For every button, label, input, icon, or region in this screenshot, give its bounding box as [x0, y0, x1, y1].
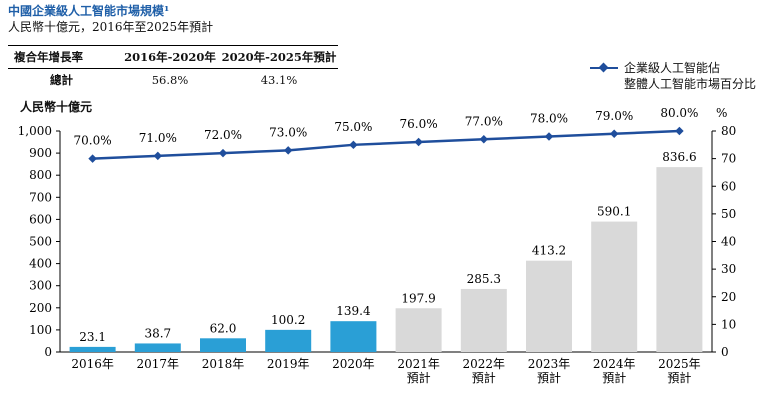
line-value-label: 72.0%: [204, 128, 242, 142]
y-left-tick-label: 400: [29, 257, 52, 271]
bar-value-label: 100.2: [271, 313, 305, 327]
bar-value-label: 285.3: [467, 272, 501, 286]
y-left-tick-label: 100: [29, 323, 52, 337]
y-right-tick-label: 30: [721, 262, 736, 276]
cagr-header-row: 複合年增長率 2016年-2020年 2020年-2025年預計: [8, 45, 338, 69]
bar: [526, 260, 572, 352]
page-title: 中國企業級人工智能市場規模¹: [8, 4, 170, 18]
line-value-label: 75.0%: [334, 120, 372, 134]
y-left-tick-label: 1,000: [18, 124, 52, 138]
x-tick-label: 預計: [602, 370, 626, 385]
bar: [134, 343, 181, 352]
line-value-label: 80.0%: [660, 106, 698, 120]
bar-value-label: 23.1: [79, 330, 106, 344]
x-tick-label: 2018年: [202, 357, 245, 371]
bar-value-label: 197.9: [401, 291, 435, 305]
line-point: [479, 135, 489, 144]
x-tick-label: 2020年: [332, 357, 375, 371]
y-left-tick-label: 600: [29, 212, 52, 226]
y-axis-unit-label: 人民幣十億元: [20, 100, 93, 114]
y-left-tick-label: 200: [29, 301, 52, 315]
cagr-value-period-1: 56.8%: [151, 73, 189, 87]
cagr-header-period-1: 2016年-2020年: [124, 50, 216, 64]
line-value-label: 73.0%: [269, 125, 307, 139]
y-right-tick-label: 0: [721, 345, 729, 359]
line-point: [153, 151, 163, 161]
line-value-label: 76.0%: [400, 117, 438, 131]
bar: [200, 338, 246, 352]
chart-legend: 企業級人工智能佔 整體人工智能市場百分比: [590, 60, 756, 92]
cagr-total-label: 總計: [50, 73, 73, 87]
legend-line-marker-icon: [590, 62, 618, 74]
x-tick-label: 預計: [537, 370, 561, 385]
x-tick-label: 2023年: [528, 357, 571, 371]
cagr-header-label: 複合年增長率: [14, 50, 83, 64]
bar: [330, 321, 377, 352]
bar: [591, 221, 638, 352]
bar-value-label: 139.4: [336, 304, 371, 318]
line-point: [609, 129, 619, 139]
x-tick-label: 2025年: [658, 357, 701, 371]
line-value-label: 71.0%: [139, 131, 177, 145]
x-tick-label: 預計: [407, 370, 431, 385]
line-point: [218, 148, 228, 158]
x-tick-label: 2017年: [137, 357, 180, 371]
x-tick-label: 2022年: [463, 357, 506, 371]
cagr-total-row: 總計 56.8% 43.1%: [8, 69, 338, 91]
cagr-table: 複合年增長率 2016年-2020年 2020年-2025年預計 總計 56.8…: [8, 45, 338, 91]
bar-value-label: 38.7: [144, 326, 171, 340]
y-right-tick-label: 10: [721, 317, 736, 331]
line-point: [675, 126, 684, 136]
line-value-label: 70.0%: [74, 134, 112, 148]
cagr-value-period-2: 43.1%: [260, 73, 298, 87]
share-line: [92, 129, 680, 160]
line-point: [88, 154, 97, 163]
y-right-unit-label: %: [716, 106, 727, 120]
cagr-header-period-2: 2020年-2025年預計: [221, 50, 337, 64]
y-right-tick-label: 70: [721, 152, 736, 166]
x-tick-label: 預計: [667, 370, 691, 385]
y-left-tick-label: 500: [29, 235, 52, 249]
page-subtitle: 人民幣十億元，2016年至2025年預計: [8, 20, 214, 34]
line-value-label: 77.0%: [465, 114, 503, 128]
y-left-tick-label: 700: [29, 190, 52, 204]
bar-value-label: 590.1: [597, 205, 631, 219]
x-tick-label: 2024年: [593, 357, 636, 371]
line-point: [349, 140, 358, 150]
x-tick-label: 2021年: [397, 357, 440, 371]
y-right-tick-label: 20: [721, 290, 736, 304]
line-point: [283, 146, 293, 155]
x-tick-label: 2016年: [71, 357, 114, 371]
line-value-label: 79.0%: [595, 109, 633, 123]
bar-value-label: 413.2: [532, 244, 566, 258]
line-point: [544, 132, 554, 141]
x-tick-label: 預計: [472, 370, 496, 385]
y-right-tick-label: 80: [721, 124, 736, 138]
y-left-tick-label: 300: [29, 279, 52, 293]
y-right-tick-label: 40: [721, 235, 736, 249]
line-value-label: 78.0%: [530, 112, 568, 126]
bar-value-label: 62.0: [210, 321, 237, 335]
y-left-tick-label: 900: [29, 146, 52, 160]
line-point: [414, 137, 423, 147]
y-left-tick-label: 0: [44, 345, 52, 359]
y-right-tick-label: 60: [721, 179, 736, 193]
bar: [656, 167, 703, 352]
x-tick-label: 2019年: [267, 357, 310, 371]
bar: [395, 308, 442, 352]
y-left-tick-label: 800: [29, 168, 52, 182]
bar: [460, 288, 507, 352]
bar: [265, 329, 312, 352]
bar: [69, 346, 116, 352]
legend-line-label: 企業級人工智能佔 整體人工智能市場百分比: [624, 61, 757, 91]
y-right-tick-label: 50: [721, 207, 736, 221]
bar-value-label: 836.6: [662, 150, 696, 164]
